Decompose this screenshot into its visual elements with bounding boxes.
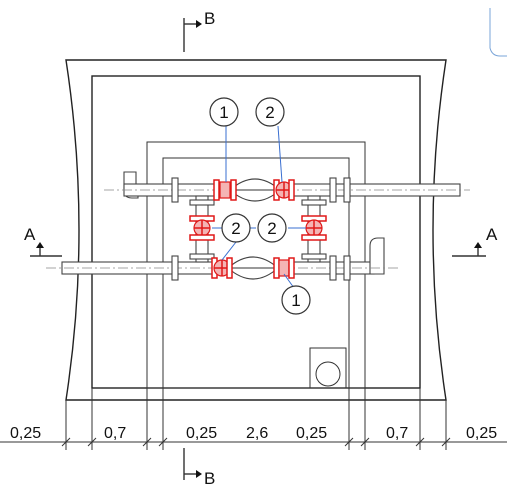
svg-text:B: B — [204, 469, 215, 488]
dim-label: 0,25 — [186, 425, 217, 442]
svg-text:2: 2 — [267, 219, 276, 238]
svg-text:2: 2 — [265, 103, 274, 122]
flange — [343, 255, 351, 281]
valve-1-top — [213, 179, 237, 201]
valve-2-right — [301, 215, 327, 241]
callout-2-left: 2 — [221, 213, 251, 243]
corner-fragment — [489, 8, 507, 57]
dim-label: 0,7 — [104, 425, 126, 442]
dim-label: 0,25 — [10, 425, 41, 442]
valve-2-top — [273, 179, 295, 201]
svg-text:A: A — [486, 225, 498, 244]
dim-label: 2,6 — [246, 425, 268, 442]
leader — [277, 125, 283, 183]
valve-1-bottom — [273, 257, 295, 279]
valve-2-left — [189, 215, 215, 241]
flange — [171, 177, 179, 203]
lower-pipe-outlet-bend — [369, 237, 385, 275]
leader — [283, 273, 295, 289]
dim-label: 0,7 — [386, 425, 408, 442]
section-mark-a-right: A — [452, 225, 498, 257]
svg-text:1: 1 — [291, 291, 300, 310]
flange — [301, 253, 327, 260]
callout-2-right: 2 — [257, 213, 287, 243]
flange — [171, 255, 179, 281]
section-mark-a-left: A — [24, 225, 62, 257]
dim-label: 0,25 — [466, 425, 497, 442]
svg-text:1: 1 — [219, 103, 228, 122]
flange — [189, 199, 215, 206]
dim-label: 0,25 — [296, 425, 327, 442]
callout-1-bottom: 1 — [281, 285, 311, 315]
inner-wall — [91, 75, 421, 389]
svg-text:A: A — [24, 225, 36, 244]
flange — [189, 253, 215, 260]
callout-1-top: 1 — [209, 97, 239, 127]
section-mark-b-bottom: B — [183, 448, 215, 488]
flange — [329, 177, 337, 203]
svg-text:2: 2 — [231, 219, 240, 238]
sump — [309, 347, 347, 389]
flange — [343, 177, 351, 203]
sump-drain — [315, 361, 341, 387]
flange — [329, 255, 337, 281]
svg-text:B: B — [204, 9, 215, 28]
dimension-chain — [0, 388, 507, 450]
leader — [221, 241, 237, 261]
valve-2-lower-left — [211, 257, 233, 279]
section-mark-b-top: B — [183, 9, 215, 52]
flange — [301, 199, 327, 206]
callout-2-top: 2 — [255, 97, 285, 127]
